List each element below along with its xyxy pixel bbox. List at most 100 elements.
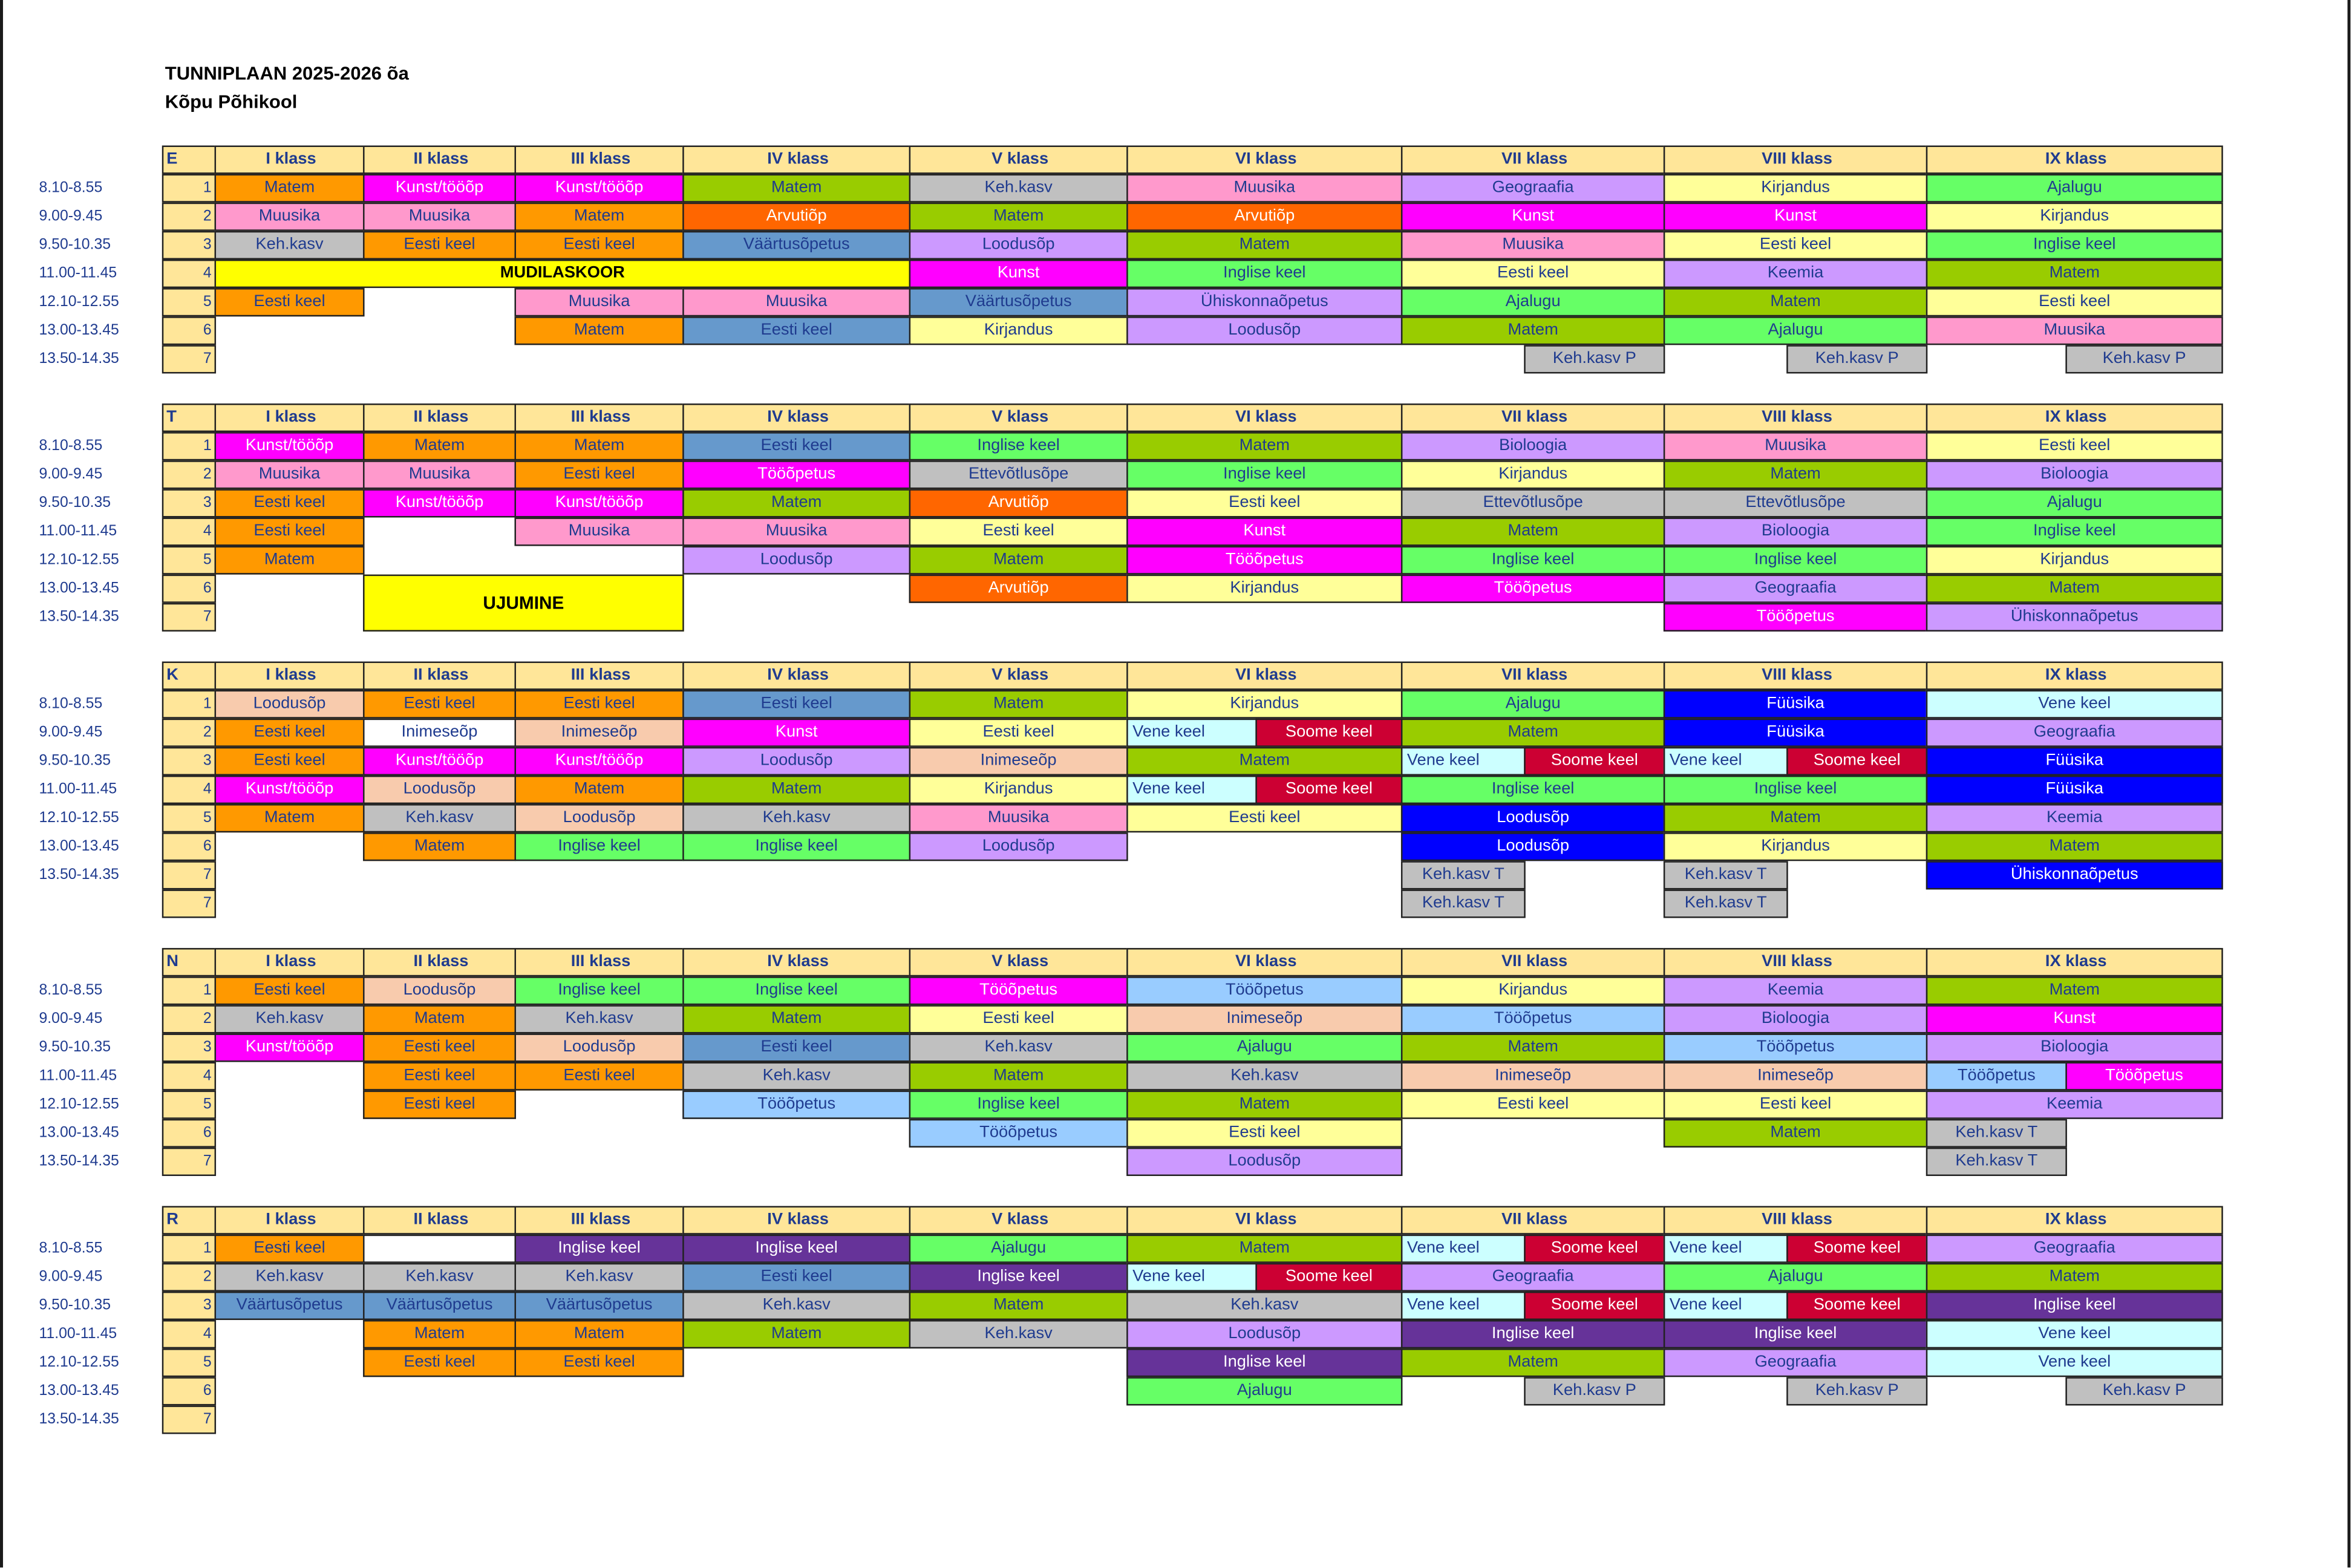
lesson-keh-kasv-p[interactable]: Keh.kasv P [2065, 345, 2223, 374]
lesson-kirjandus[interactable]: Kirjandus [1126, 574, 1403, 603]
lesson-inglise-keel[interactable]: Inglise keel [909, 1090, 1128, 1119]
lesson-inglise-keel[interactable]: Inglise keel [514, 832, 684, 861]
lesson-eesti-keel[interactable]: Eesti keel [363, 230, 516, 260]
lesson-keh-kasv[interactable]: Keh.kasv [682, 1062, 911, 1091]
lesson-keh-kasv-t[interactable]: Keh.kasv T [1926, 1147, 2067, 1177]
lesson-ajalugu[interactable]: Ajalugu [1126, 1377, 1403, 1406]
lesson-eesti-keel[interactable]: Eesti keel [1400, 259, 1665, 289]
lesson-inimeseop[interactable]: Inimeseõp [1400, 1062, 1665, 1091]
lesson-keh-kasv-t[interactable]: Keh.kasv T [1400, 861, 1526, 890]
lesson-kunst-tooop[interactable]: Kunst/tööõp [514, 174, 684, 203]
lesson-eesti-keel[interactable]: Eesti keel [1926, 432, 2223, 461]
lesson-matem[interactable]: Matem [1126, 1234, 1403, 1263]
lesson-ajalugu[interactable]: Ajalugu [1400, 288, 1665, 317]
lesson-loodusop[interactable]: Loodusõp [682, 746, 911, 776]
lesson-kunst-tooop[interactable]: Kunst/tööõp [514, 489, 684, 518]
lesson-kirjandus[interactable]: Kirjandus [1400, 976, 1665, 1005]
lesson-eesti-keel[interactable]: Eesti keel [214, 517, 365, 546]
lesson-matem[interactable]: Matem [1126, 1090, 1403, 1119]
lesson-keh-kasv[interactable]: Keh.kasv [909, 1320, 1128, 1349]
lesson-tooopetus[interactable]: Tööõpetus [1926, 1062, 2067, 1091]
lesson-muusika[interactable]: Muusika [514, 517, 684, 546]
lesson-matem[interactable]: Matem [1663, 288, 1928, 317]
lesson-kunst-tooop[interactable]: Kunst/tööõp [214, 775, 365, 805]
lesson-inglise-keel[interactable]: Inglise keel [1926, 517, 2223, 546]
lesson-matem[interactable]: Matem [682, 1320, 911, 1349]
lesson-eesti-keel[interactable]: Eesti keel [909, 1005, 1128, 1034]
lesson-inimeseop[interactable]: Inimeseõp [363, 718, 516, 747]
lesson-matem[interactable]: Matem [1926, 832, 2223, 861]
lesson-inglise-keel[interactable]: Inglise keel [1126, 259, 1403, 289]
lesson-ajalugu[interactable]: Ajalugu [1663, 1263, 1928, 1292]
lesson-fuusika[interactable]: Füüsika [1926, 746, 2223, 776]
lesson-eesti-keel[interactable]: Eesti keel [1400, 1090, 1665, 1119]
lesson-eesti-keel[interactable]: Eesti keel [1126, 489, 1403, 518]
lesson-keh-kasv[interactable]: Keh.kasv [214, 1263, 365, 1292]
lesson-matem[interactable]: Matem [1400, 718, 1665, 747]
lesson-soome-keel[interactable]: Soome keel [1524, 746, 1665, 776]
lesson-matem[interactable]: Matem [1663, 804, 1928, 833]
lesson-matem[interactable]: Matem [514, 1320, 684, 1349]
lesson-muusika[interactable]: Muusika [1663, 432, 1928, 461]
lesson-soome-keel[interactable]: Soome keel [1255, 718, 1403, 747]
lesson-keh-kasv[interactable]: Keh.kasv [909, 174, 1128, 203]
lesson-ujumine[interactable]: UJUMINE [363, 574, 684, 632]
lesson-keemia[interactable]: Keemia [1663, 976, 1928, 1005]
lesson-inglise-keel[interactable]: Inglise keel [514, 1234, 684, 1263]
lesson-arvutiop[interactable]: Arvutiõp [909, 574, 1128, 603]
lesson-loodusop[interactable]: Loodusõp [909, 832, 1128, 861]
lesson-kunst[interactable]: Kunst [1400, 202, 1665, 231]
lesson-kirjandus[interactable]: Kirjandus [1663, 174, 1928, 203]
lesson-eesti-keel[interactable]: Eesti keel [214, 718, 365, 747]
lesson-matem[interactable]: Matem [909, 1062, 1128, 1091]
lesson-matem[interactable]: Matem [1400, 517, 1665, 546]
lesson-tooopetus[interactable]: Tööõpetus [682, 1090, 911, 1119]
lesson-eesti-keel[interactable]: Eesti keel [214, 976, 365, 1005]
lesson-matem[interactable]: Matem [514, 432, 684, 461]
lesson-eesti-keel[interactable]: Eesti keel [682, 316, 911, 345]
lesson-eesti-keel[interactable]: Eesti keel [214, 746, 365, 776]
lesson-matem[interactable]: Matem [1926, 976, 2223, 1005]
lesson-matem[interactable]: Matem [214, 804, 365, 833]
lesson-loodusop[interactable]: Loodusõp [909, 230, 1128, 260]
lesson-soome-keel[interactable]: Soome keel [1786, 746, 1928, 776]
lesson-matem[interactable]: Matem [514, 316, 684, 345]
lesson-bioloogia[interactable]: Bioloogia [1926, 460, 2223, 489]
lesson-empty[interactable] [363, 1234, 516, 1263]
lesson-eesti-keel[interactable]: Eesti keel [1126, 804, 1403, 833]
lesson-inimeseop[interactable]: Inimeseõp [909, 746, 1128, 776]
lesson-vene-keel[interactable]: Vene keel [1126, 1263, 1257, 1292]
lesson-geograafia[interactable]: Geograafia [1663, 574, 1928, 603]
lesson-muusika[interactable]: Muusika [514, 288, 684, 317]
lesson-keemia[interactable]: Keemia [1926, 804, 2223, 833]
lesson-ajalugu[interactable]: Ajalugu [1663, 316, 1928, 345]
lesson-matem[interactable]: Matem [1926, 259, 2223, 289]
lesson-tooopetus[interactable]: Tööõpetus [1400, 1005, 1665, 1034]
lesson-kunst[interactable]: Kunst [682, 718, 911, 747]
lesson-eesti-keel[interactable]: Eesti keel [514, 460, 684, 489]
lesson-eesti-keel[interactable]: Eesti keel [514, 690, 684, 719]
lesson-ajalugu[interactable]: Ajalugu [1126, 1033, 1403, 1062]
lesson-kunst-tooop[interactable]: Kunst/tööõp [214, 1033, 365, 1062]
lesson-eesti-keel[interactable]: Eesti keel [363, 690, 516, 719]
lesson-muusika[interactable]: Muusika [1926, 316, 2223, 345]
lesson-kunst-tooop[interactable]: Kunst/tööõp [363, 746, 516, 776]
lesson-matem[interactable]: Matem [514, 775, 684, 805]
lesson-kirjandus[interactable]: Kirjandus [1926, 202, 2223, 231]
lesson-eesti-keel[interactable]: Eesti keel [1126, 1119, 1403, 1148]
lesson-keh-kasv-p[interactable]: Keh.kasv P [1524, 1377, 1665, 1406]
lesson-fuusika[interactable]: Füüsika [1926, 775, 2223, 805]
lesson-vene-keel[interactable]: Vene keel [1926, 690, 2223, 719]
lesson-ajalugu[interactable]: Ajalugu [909, 1234, 1128, 1263]
lesson-vene-keel[interactable]: Vene keel [1663, 746, 1788, 776]
lesson-muusika[interactable]: Muusika [1126, 174, 1403, 203]
lesson-loodusop[interactable]: Loodusõp [214, 690, 365, 719]
lesson-vaartusopetus[interactable]: Väärtusõpetus [909, 288, 1128, 317]
lesson-matem[interactable]: Matem [363, 1320, 516, 1349]
lesson-kunst[interactable]: Kunst [1126, 517, 1403, 546]
lesson-matem[interactable]: Matem [909, 690, 1128, 719]
lesson-muusika[interactable]: Muusika [909, 804, 1128, 833]
lesson-ajalugu[interactable]: Ajalugu [1926, 174, 2223, 203]
lesson-arvutiop[interactable]: Arvutiõp [1126, 202, 1403, 231]
lesson-keh-kasv[interactable]: Keh.kasv [214, 230, 365, 260]
